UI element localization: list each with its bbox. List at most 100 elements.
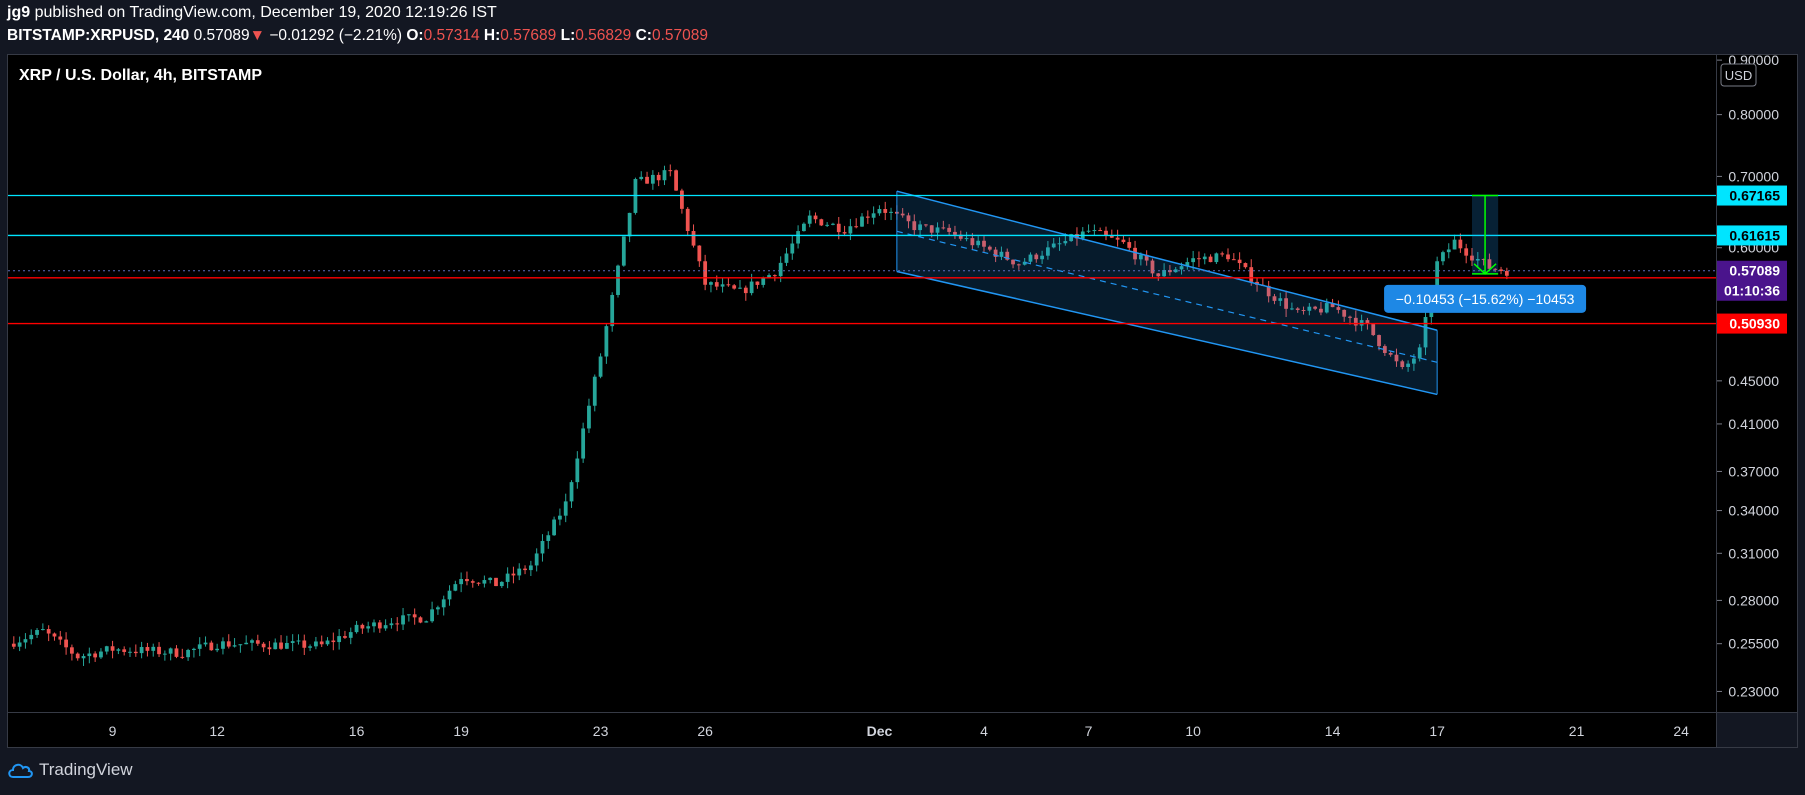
symbol-label[interactable]: BITSTAMP:XRPUSD, 240: [7, 27, 190, 44]
candle-body: [1086, 230, 1091, 232]
chart-frame: [7, 54, 1798, 748]
plot-area[interactable]: [8, 55, 1716, 712]
candle-body: [732, 285, 737, 289]
time-tick-label: 4: [980, 723, 988, 739]
channel-lower-line: [896, 270, 1438, 396]
candle-body: [743, 287, 748, 294]
candle-body: [337, 636, 342, 643]
candle-body: [912, 221, 917, 231]
candle-body: [470, 581, 475, 583]
candle-body: [929, 225, 934, 233]
candle-body: [703, 261, 708, 285]
candle-body: [296, 640, 301, 642]
candle-body: [1016, 264, 1021, 266]
candle-body: [284, 642, 289, 649]
last-price-tag: [1717, 260, 1787, 301]
candle-body: [180, 656, 185, 658]
time-tick-label: 12: [209, 723, 225, 739]
time-tick-label: Dec: [867, 723, 893, 739]
candle-body: [424, 621, 429, 623]
candle-body: [122, 649, 127, 652]
candle-body: [1109, 235, 1114, 238]
candle-body: [436, 607, 440, 610]
candle-body: [209, 642, 214, 651]
candle-body: [494, 577, 498, 587]
candle-body: [656, 174, 661, 181]
candle-body: [465, 579, 469, 582]
candle-body: [790, 243, 795, 254]
candle-body: [528, 565, 533, 571]
candle-body: [1487, 259, 1492, 269]
candle-body: [1231, 259, 1236, 261]
candle-body: [1208, 256, 1213, 263]
candle-body: [273, 642, 278, 650]
bar-countdown-label: 01:10:36: [1724, 283, 1780, 299]
candle-body: [1481, 259, 1486, 261]
candle-body: [128, 651, 132, 653]
candle-body: [738, 287, 742, 289]
candle-body: [1028, 254, 1033, 262]
last-price-text: 0.57089: [193, 27, 250, 44]
candle-body: [987, 246, 992, 250]
candle-body: [877, 209, 882, 214]
candle-body: [906, 215, 911, 222]
close-label: C:: [635, 27, 652, 44]
price-tick-label: 0.70000: [1728, 168, 1779, 184]
candle-body: [505, 573, 510, 582]
candle-body: [1057, 243, 1062, 245]
candle-body: [1272, 296, 1277, 301]
candle-body: [1365, 320, 1370, 325]
candle-body: [1307, 306, 1312, 311]
candle-body: [784, 253, 789, 263]
candle-body: [755, 281, 760, 285]
candle-body: [1063, 241, 1068, 244]
price-tick-label: 0.25500: [1728, 636, 1779, 652]
candle-body: [1417, 347, 1422, 359]
candle-body: [871, 213, 876, 218]
candle-body: [662, 170, 667, 181]
candle-body: [482, 580, 487, 584]
price-tick-label: 0.37000: [1728, 463, 1779, 479]
channel-median-line: [896, 230, 1438, 363]
time-tick-label: 14: [1325, 723, 1341, 739]
candle-body: [924, 224, 928, 226]
cloud-icon: [8, 763, 33, 778]
candle-body: [255, 640, 260, 644]
candle-body: [778, 262, 783, 277]
candle-body: [447, 590, 452, 600]
candle-body: [1191, 258, 1196, 263]
candle-body: [616, 265, 620, 295]
candle-body: [813, 215, 818, 220]
candle-body: [290, 641, 295, 643]
candle-body: [267, 647, 272, 650]
candle-body: [1040, 255, 1044, 260]
time-tick-label: 24: [1673, 723, 1689, 739]
candle-body: [99, 651, 103, 658]
time-axis[interactable]: [8, 713, 1716, 747]
candle-body: [302, 640, 307, 648]
candle-body: [1406, 363, 1410, 368]
arrow-down-icon: [1473, 263, 1497, 275]
candle-body: [1423, 317, 1428, 348]
candle-body: [610, 294, 615, 327]
candle-body: [587, 405, 591, 429]
candle-body: [697, 245, 702, 262]
candle-body: [244, 642, 249, 645]
time-tick-label: 21: [1569, 723, 1585, 739]
price-tick-label: 0.80000: [1728, 107, 1779, 123]
candle-body: [58, 636, 63, 640]
author-name[interactable]: jg9: [7, 4, 31, 21]
candle-body: [772, 275, 777, 277]
currency-button[interactable]: USD: [1720, 63, 1757, 87]
candle-body: [1452, 239, 1457, 250]
candle-body: [1330, 303, 1335, 308]
candle-body: [261, 643, 266, 648]
candle-body: [197, 644, 202, 649]
candle-body: [406, 614, 411, 616]
price-axis[interactable]: [1717, 55, 1797, 712]
tradingview-logo[interactable]: TradingView: [7, 760, 133, 780]
candle-body: [650, 174, 655, 184]
candle-body: [523, 568, 527, 571]
ohlc-legend: BITSTAMP:XRPUSD, 240 0.57089▼ −0.01292 (…: [7, 27, 708, 45]
